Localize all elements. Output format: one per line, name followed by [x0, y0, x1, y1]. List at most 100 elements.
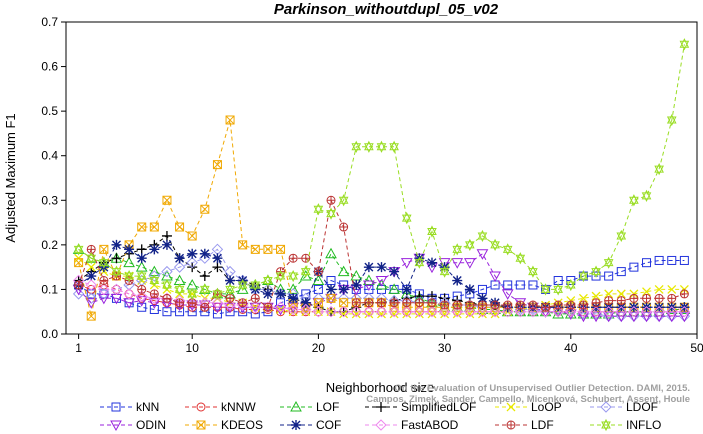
data-point-ldf [225, 293, 235, 303]
legend-label: SimplifiedLOF [401, 400, 476, 414]
legend-label: kNNW [221, 400, 256, 414]
data-point-cof [149, 244, 160, 255]
data-point-inflo [578, 269, 589, 283]
data-point-kdeos [250, 244, 260, 254]
data-point-simplifiedlof [136, 244, 147, 255]
data-point-cof [111, 239, 122, 250]
data-point-cof [187, 248, 198, 259]
data-point-kdeos [276, 244, 286, 254]
data-point-inflo [502, 243, 513, 256]
data-point-knn [566, 276, 576, 286]
data-point-fastabod [337, 306, 350, 318]
data-point-fastabod [565, 306, 577, 318]
data-point-ldf [414, 298, 424, 308]
data-point-fastabod [464, 306, 476, 318]
data-point-fastabod [350, 306, 362, 318]
data-point-loop [591, 291, 601, 301]
data-point-ldf [99, 276, 109, 286]
data-point-ldf [528, 300, 538, 310]
data-point-inflo [351, 140, 362, 153]
data-point-inflo [666, 113, 677, 127]
data-point-inflo [136, 269, 147, 283]
chart-title: Parkinson_withoutdupl_05_v02 [274, 1, 499, 18]
legend-swatch-marker [196, 402, 206, 412]
data-point-loop [616, 289, 626, 299]
data-point-inflo [616, 229, 627, 243]
x-tick-label: 50 [690, 341, 703, 355]
data-point-inflo [275, 269, 286, 283]
x-tick-label: 20 [312, 341, 326, 355]
data-point-knn [250, 309, 260, 319]
legend-item-lof: LOF [280, 400, 339, 414]
legend-swatch-marker [601, 418, 611, 432]
data-point-fastabod [666, 306, 678, 318]
data-point-ldf [541, 302, 551, 312]
data-point-knn [515, 280, 525, 290]
legend-label: LDOF [626, 400, 658, 414]
data-point-cof [262, 288, 273, 299]
data-point-odin [463, 258, 476, 269]
data-point-ldf [604, 296, 614, 306]
data-point-inflo [124, 269, 134, 283]
data-point-inflo [250, 278, 261, 292]
data-point-fastabod [274, 301, 287, 313]
data-point-inflo [187, 287, 198, 301]
data-point-ldf [578, 300, 588, 310]
data-point-fastabod [388, 306, 400, 318]
data-point-ldf [402, 298, 412, 308]
data-point-knn [642, 258, 652, 268]
y-tick-label: 0.0 [41, 327, 58, 341]
data-point-inflo [200, 283, 210, 296]
data-point-kdeos [225, 115, 235, 125]
legend-item-odin: ODIN [100, 418, 166, 432]
data-point-inflo [111, 265, 122, 278]
data-point-kdeos [200, 204, 210, 214]
data-point-fastabod [312, 306, 325, 318]
data-point-fastabod [527, 306, 539, 318]
data-point-simplifiedlof [111, 253, 122, 264]
data-point-odin [85, 298, 98, 309]
data-point-inflo [149, 274, 160, 287]
data-point-lof [350, 270, 363, 281]
data-point-ldof [85, 292, 97, 305]
data-point-cof [288, 293, 299, 304]
data-point-knn [616, 267, 626, 277]
data-point-fastabod [249, 301, 262, 313]
data-point-cof [363, 262, 374, 273]
data-point-loop [642, 287, 651, 297]
data-point-ldf [553, 300, 563, 310]
data-point-ldf [313, 267, 323, 277]
legend-label: LOF [316, 400, 339, 414]
data-point-lof [337, 265, 350, 277]
data-point-lof [388, 283, 400, 294]
data-point-inflo [654, 162, 664, 176]
data-point-ldf [515, 300, 525, 310]
data-point-inflo [540, 283, 551, 296]
data-point-kdeos [339, 298, 349, 308]
data-point-knn [212, 309, 222, 319]
data-point-fastabod [363, 306, 375, 318]
x-tick-label: 1 [75, 341, 82, 355]
data-point-lof [312, 274, 325, 286]
data-point-fastabod [514, 306, 527, 318]
data-point-inflo [99, 256, 109, 269]
data-point-ldf [187, 298, 197, 308]
data-point-ldf [149, 289, 159, 299]
legend-swatch-marker [291, 420, 301, 430]
data-point-kdeos [313, 298, 323, 308]
data-point-kdeos [74, 258, 84, 268]
data-point-inflo [427, 225, 437, 238]
data-point-ldof [476, 301, 489, 313]
data-point-ldf [440, 300, 450, 310]
data-point-inflo [679, 38, 690, 51]
series-fastabod [72, 274, 691, 318]
data-point-inflo [162, 278, 172, 292]
data-point-loop [654, 284, 664, 294]
data-point-kdeos [238, 240, 248, 250]
data-point-ldf [351, 298, 361, 308]
data-point-fastabod [123, 288, 135, 300]
data-point-kdeos [326, 293, 336, 303]
data-point-knn [149, 304, 159, 314]
data-point-ldf [301, 253, 311, 263]
data-point-ldf [364, 298, 374, 308]
